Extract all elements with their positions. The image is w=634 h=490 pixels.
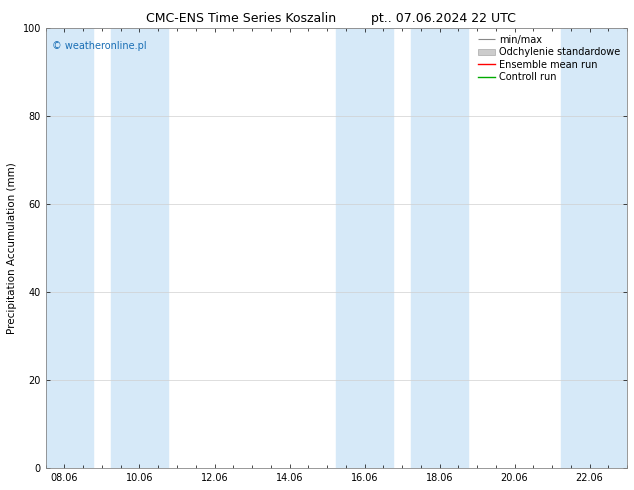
Bar <box>411 28 468 468</box>
Y-axis label: Precipitation Accumulation (mm): Precipitation Accumulation (mm) <box>7 162 17 334</box>
Text: pt.. 07.06.2024 22 UTC: pt.. 07.06.2024 22 UTC <box>372 12 516 25</box>
Legend: min/max, Odchylenie standardowe, Ensemble mean run, Controll run: min/max, Odchylenie standardowe, Ensembl… <box>476 33 622 84</box>
Bar <box>112 28 167 468</box>
Bar <box>46 28 93 468</box>
Text: CMC-ENS Time Series Koszalin: CMC-ENS Time Series Koszalin <box>146 12 336 25</box>
Text: © weatheronline.pl: © weatheronline.pl <box>51 41 146 51</box>
Bar <box>562 28 627 468</box>
Bar <box>337 28 392 468</box>
